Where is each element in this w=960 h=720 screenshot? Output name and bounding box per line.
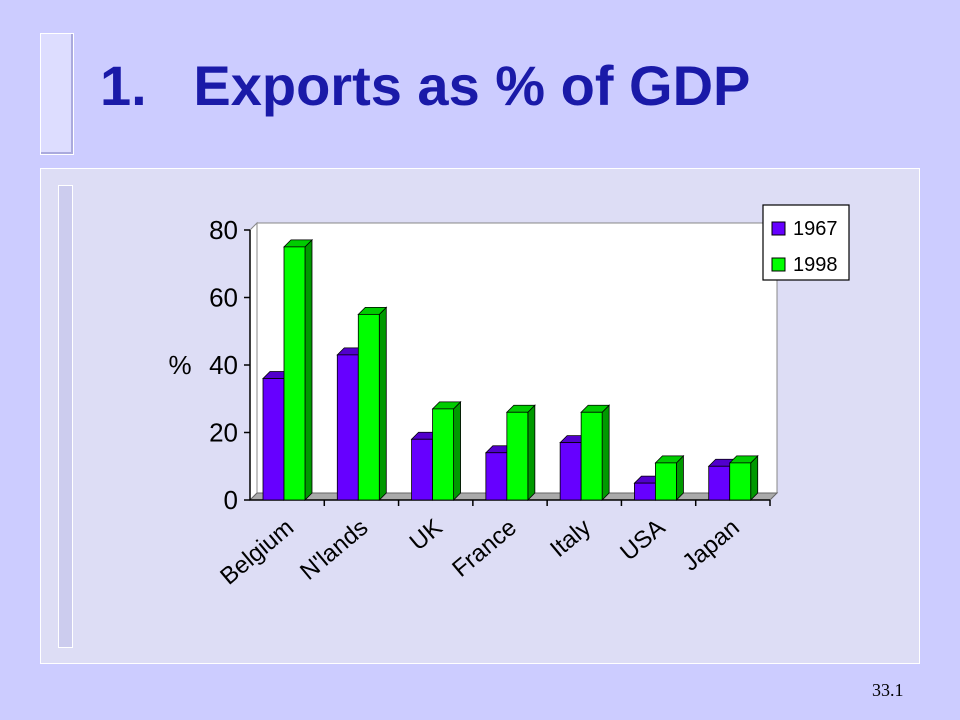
bar-1998-nlands (357, 306, 388, 501)
x-tick-label: France (447, 514, 522, 583)
y-axis-label: % (168, 350, 191, 380)
bar-1998-usa (654, 454, 685, 501)
x-tick-label: N'lands (295, 514, 373, 586)
bar-1998-france (505, 404, 536, 501)
x-tick-label: Italy (545, 514, 596, 563)
slide-title: 1. Exports as % of GDP (100, 54, 751, 117)
legend-swatch-1998 (771, 257, 786, 272)
bar-1998-italy (580, 404, 611, 501)
slide-number: 33.1 (872, 680, 904, 700)
y-tick-label: 0 (224, 485, 238, 515)
x-tick-label: USA (615, 514, 670, 566)
bar-1998-belgium (283, 238, 313, 501)
legend-label-1998: 1998 (793, 254, 838, 276)
y-tick-label: 40 (209, 350, 238, 380)
x-tick-label: Belgium (215, 514, 299, 590)
legend-label-1967: 1967 (793, 218, 838, 240)
legend-swatch-1967 (771, 221, 786, 236)
x-tick-label: Japan (677, 514, 744, 577)
bar-1998-japan (728, 454, 759, 501)
y-tick-label: 80 (209, 215, 238, 245)
chart-accent-bar (58, 185, 73, 648)
y-tick-label: 20 (209, 418, 238, 448)
plot-side-wall (249, 221, 258, 502)
bar-1998-uk (431, 400, 462, 501)
y-tick-label: 60 (209, 283, 238, 313)
title-accent-bar (40, 33, 74, 155)
x-tick-label: UK (405, 514, 448, 556)
